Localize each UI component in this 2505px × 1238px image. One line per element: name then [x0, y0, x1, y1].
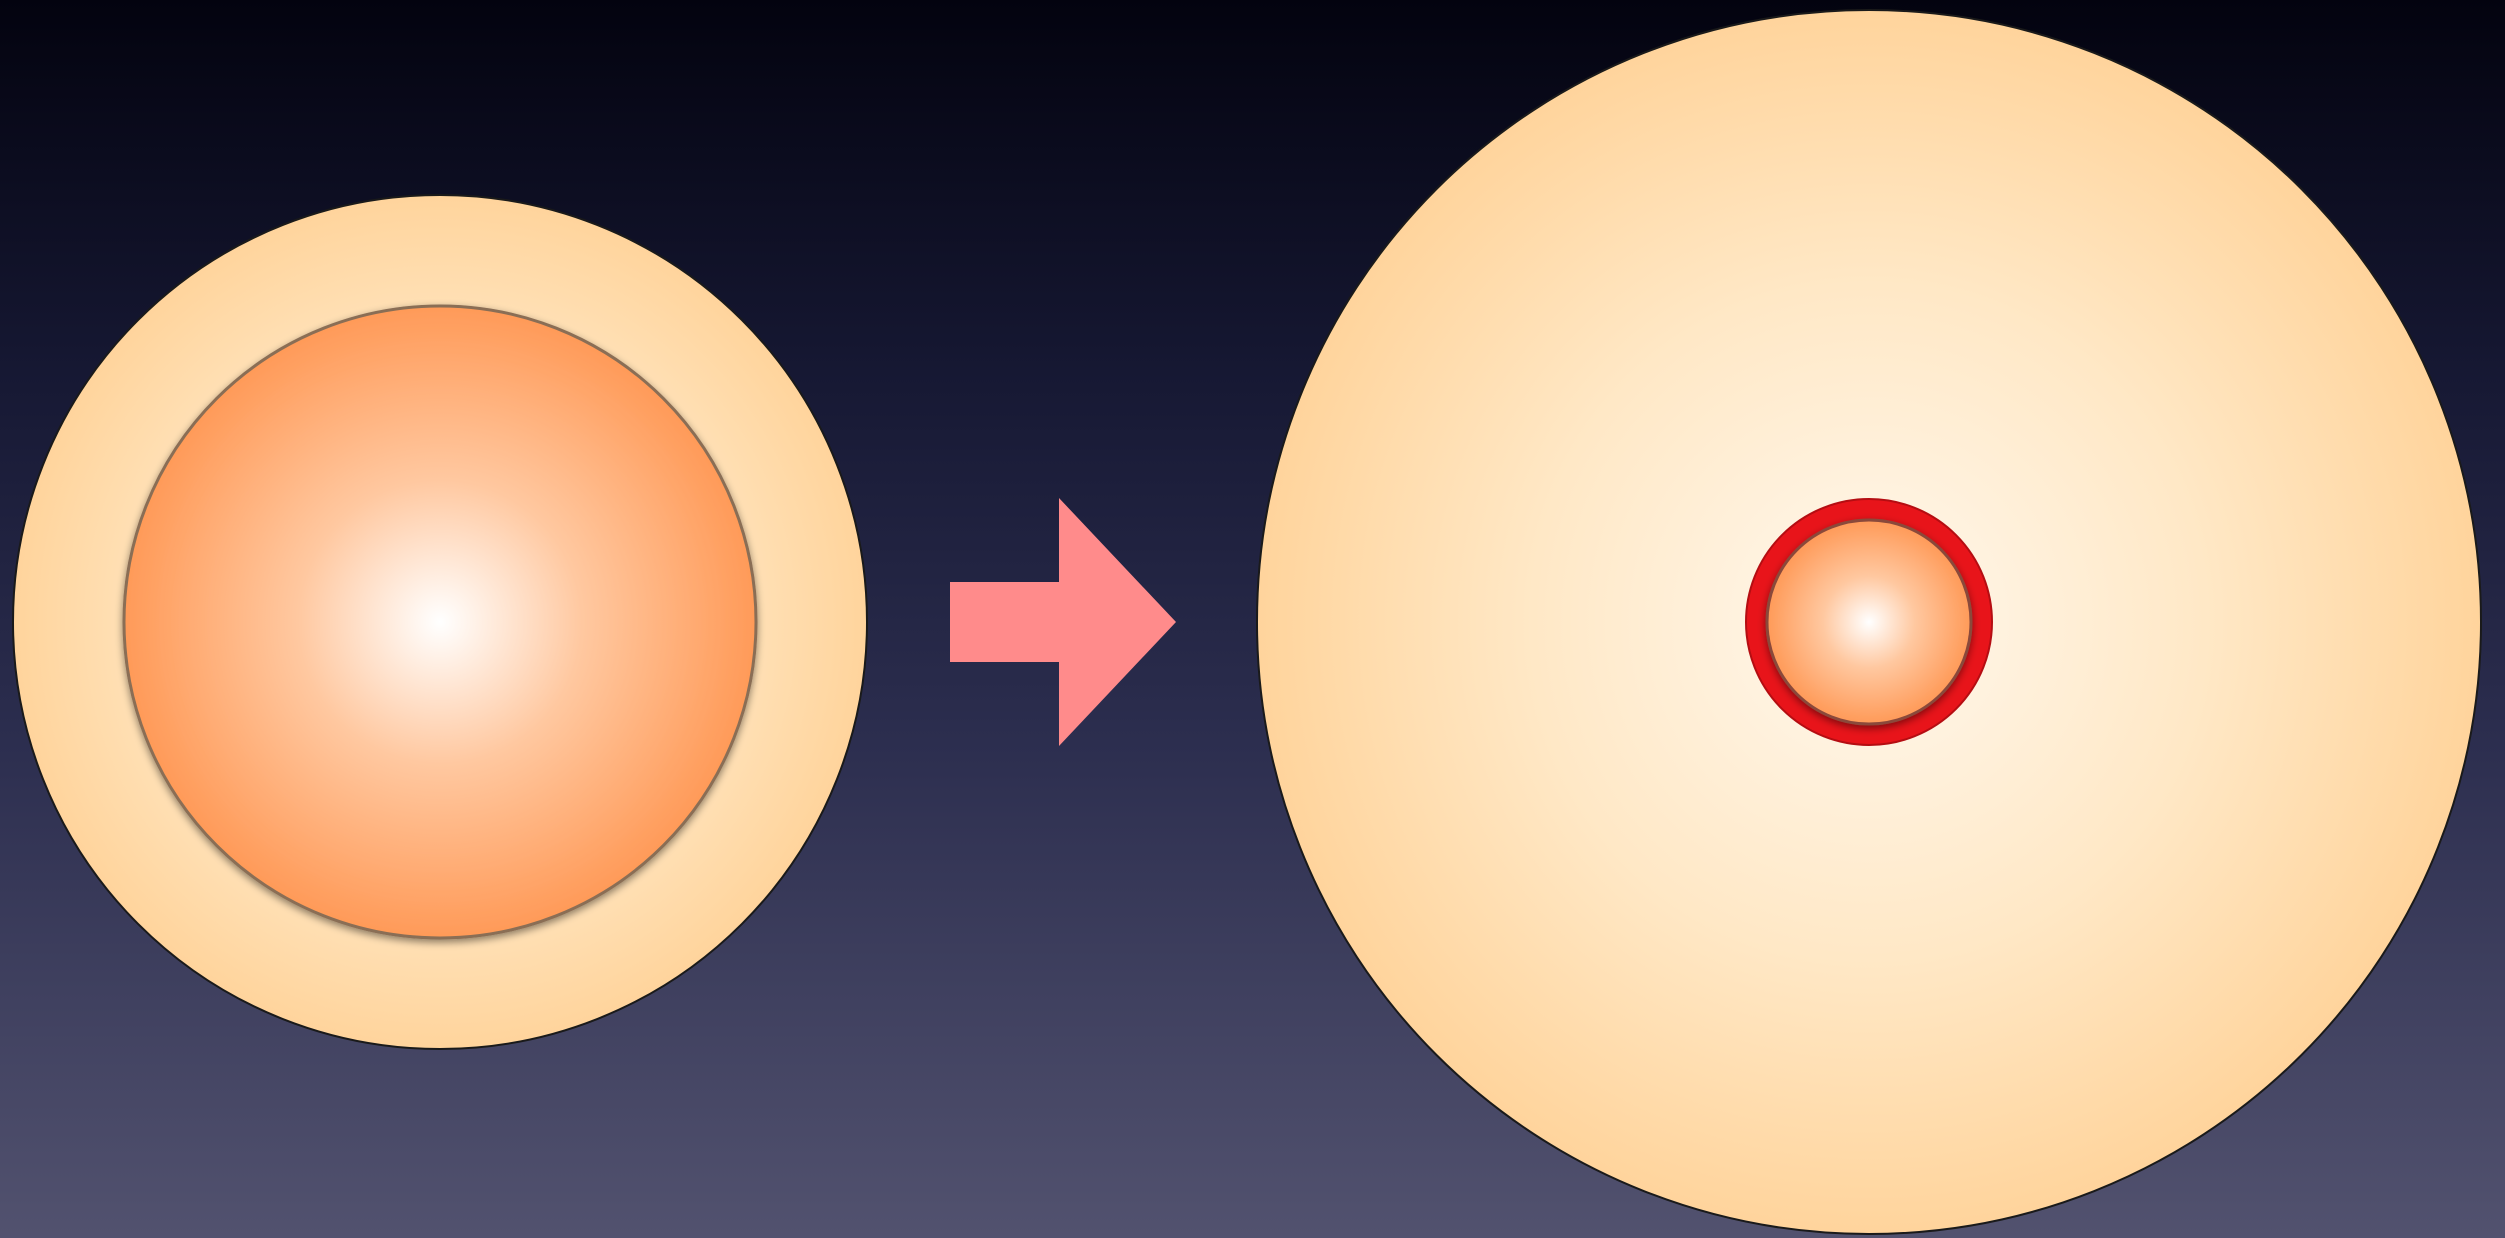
- right-arrow-icon: [950, 498, 1176, 746]
- after-star: [1256, 9, 2482, 1235]
- contracted-core: [1765, 518, 1973, 726]
- before-star: [12, 194, 868, 1050]
- star-core: [122, 304, 758, 940]
